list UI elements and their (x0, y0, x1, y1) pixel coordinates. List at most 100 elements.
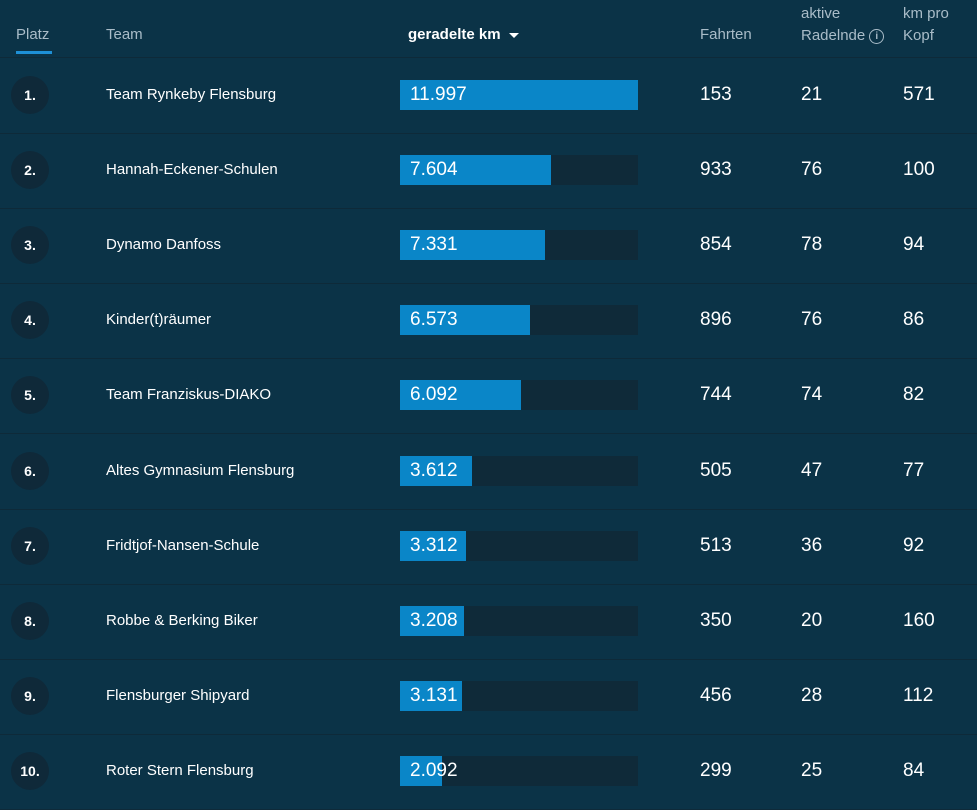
per-head-value: 100 (903, 159, 935, 180)
column-header-rank[interactable]: Platz (16, 26, 50, 43)
column-header-per-head-line1: km pro (903, 5, 949, 22)
team-name[interactable]: Fridtjof-Nansen-Schule (106, 537, 260, 554)
trips-value: 744 (700, 384, 732, 405)
rank-badge: 2. (11, 151, 49, 189)
active-column-indicator (16, 51, 52, 54)
km-bar-track: 11.997 (400, 80, 638, 110)
per-head-value: 92 (903, 535, 925, 556)
info-icon[interactable]: i (869, 29, 885, 44)
active-value: 47 (801, 460, 823, 481)
table-row: 2. Hannah-Eckener-Schulen 7.604 933 76 100 (0, 133, 977, 209)
sort-descending-icon (508, 32, 519, 38)
per-head-value: 94 (903, 234, 925, 255)
rank-badge: 3. (11, 226, 49, 264)
column-header-team[interactable]: Team (106, 26, 143, 43)
km-bar-track: 3.612 (400, 456, 638, 486)
km-value: 6.573 (410, 309, 458, 330)
km-value: 3.612 (410, 460, 458, 481)
active-value: 28 (801, 685, 823, 706)
team-name[interactable]: Team Franziskus-DIAKO (106, 386, 272, 403)
rank-badge: 1. (11, 76, 49, 114)
active-value: 74 (801, 384, 823, 405)
per-head-value: 82 (903, 384, 925, 405)
team-name[interactable]: Dynamo Danfoss (106, 236, 222, 253)
column-header-trips[interactable]: Fahrten (700, 26, 752, 43)
trips-value: 933 (700, 159, 732, 180)
team-name[interactable]: Kinder(t)räumer (106, 311, 212, 328)
rank-badge: 9. (11, 677, 49, 715)
per-head-value: 86 (903, 309, 925, 330)
table-header: Platz Team geradelte km Fahrten aktive Ra… (0, 0, 977, 58)
table-row: 4. Kinder(t)räumer 6.573 896 76 86 (0, 283, 977, 359)
column-header-active-line1: aktive (801, 5, 841, 22)
team-name[interactable]: Hannah-Eckener-Schulen (106, 161, 278, 178)
km-bar-track: 3.208 (400, 606, 638, 636)
km-bar-fill (400, 681, 462, 711)
trips-value: 854 (700, 234, 732, 255)
rank-badge: 10. (11, 752, 49, 790)
km-bar-track: 2.092 (400, 756, 638, 786)
table-row: 9. Flensburger Shipyard 3.131 456 28 112 (0, 659, 977, 735)
km-bar-fill (400, 756, 442, 786)
column-header-active[interactable]: aktive Radelnde i (801, 3, 885, 47)
km-value: 3.208 (410, 610, 458, 631)
trips-value: 153 (700, 84, 732, 105)
trips-value: 513 (700, 535, 732, 556)
km-bar-fill (400, 155, 551, 185)
active-value: 20 (801, 610, 823, 631)
trips-value: 505 (700, 460, 732, 481)
km-bar-track: 7.331 (400, 230, 638, 260)
km-bar-track: 3.131 (400, 681, 638, 711)
active-value: 21 (801, 84, 823, 105)
trips-value: 456 (700, 685, 732, 706)
km-value: 7.604 (410, 159, 458, 180)
column-header-km-label: geradelte km (408, 26, 501, 43)
active-value: 36 (801, 535, 823, 556)
table-row: 1. Team Rynkeby Flensburg 11.997 153 21 571 (0, 58, 977, 134)
team-name[interactable]: Team Rynkeby Flensburg (106, 86, 277, 103)
column-header-per-head[interactable]: km pro Kopf (903, 3, 949, 47)
km-bar-track: 6.573 (400, 305, 638, 335)
rank-badge: 4. (11, 301, 49, 339)
km-bar-fill (400, 606, 464, 636)
active-value: 78 (801, 234, 823, 255)
team-name[interactable]: Roter Stern Flensburg (106, 762, 254, 779)
km-bar-fill (400, 80, 638, 110)
trips-value: 350 (700, 610, 732, 631)
km-value: 11.997 (410, 84, 467, 105)
km-value: 3.312 (410, 535, 458, 556)
km-bar-fill (400, 380, 521, 410)
km-value: 3.131 (410, 685, 458, 706)
km-value: 2.092 (410, 760, 458, 781)
table-row: 5. Team Franziskus-DIAKO 6.092 744 74 82 (0, 358, 977, 434)
team-name[interactable]: Flensburger Shipyard (106, 687, 250, 704)
km-bar-track: 3.312 (400, 531, 638, 561)
km-value: 6.092 (410, 384, 458, 405)
column-header-active-line2: Radelnde (801, 27, 866, 44)
km-bar-fill (400, 456, 472, 486)
per-head-value: 112 (903, 685, 934, 706)
per-head-value: 84 (903, 760, 925, 781)
column-header-per-head-line2: Kopf (903, 27, 934, 44)
team-name[interactable]: Robbe & Berking Biker (106, 612, 258, 629)
rank-badge: 7. (11, 527, 49, 565)
km-bar-fill (400, 305, 530, 335)
table-row: 7. Fridtjof-Nansen-Schule 3.312 513 36 92 (0, 509, 977, 585)
km-bar-track: 7.604 (400, 155, 638, 185)
per-head-value: 77 (903, 460, 925, 481)
rank-badge: 5. (11, 376, 49, 414)
rank-badge: 8. (11, 602, 49, 640)
km-bar-fill (400, 230, 545, 260)
active-value: 25 (801, 760, 823, 781)
column-header-km[interactable]: geradelte km (408, 24, 519, 46)
active-value: 76 (801, 159, 823, 180)
km-bar-track: 6.092 (400, 380, 638, 410)
table-row: 6. Altes Gymnasium Flensburg 3.612 505 47 77 (0, 434, 977, 510)
trips-value: 896 (700, 309, 732, 330)
team-name[interactable]: Altes Gymnasium Flensburg (106, 462, 295, 479)
table-row: 10. Roter Stern Flensburg 2.092 299 25 84 (0, 734, 977, 810)
active-value: 76 (801, 309, 823, 330)
km-bar-fill (400, 531, 466, 561)
table-row: 8. Robbe & Berking Biker 3.208 350 20 160 (0, 584, 977, 660)
